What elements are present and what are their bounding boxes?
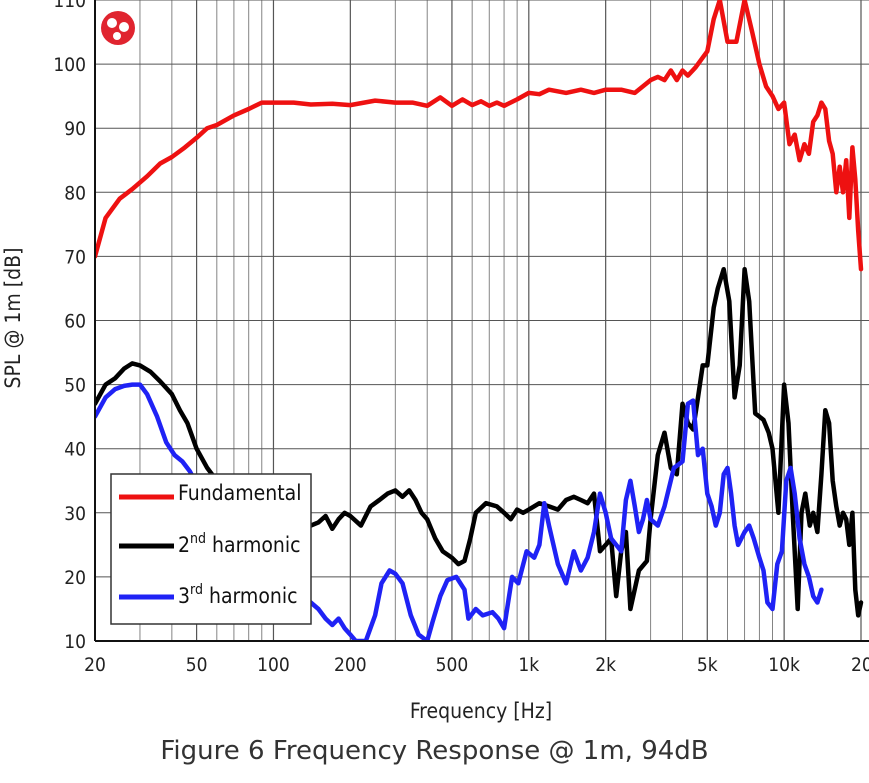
y-tick-label: 80 — [64, 182, 86, 204]
x-tick-label: 50 — [186, 654, 208, 676]
y-tick-label: 20 — [64, 567, 86, 589]
legend-2nd-num: 2 — [178, 533, 190, 557]
legend-label-3rd-harmonic: 3rd harmonic — [178, 582, 298, 608]
legend-2nd-rest: harmonic — [206, 533, 301, 557]
legend-2nd-sup: nd — [190, 531, 206, 547]
x-tick-label: 2k — [595, 654, 616, 676]
y-tick-label: 10 — [64, 631, 86, 653]
logo-icon — [101, 11, 135, 45]
x-tick-label: 10k — [768, 654, 800, 676]
x-tick-label: 1k — [518, 654, 539, 676]
y-tick-label: 90 — [64, 118, 86, 140]
x-tick-label: 500 — [436, 654, 469, 676]
y-tick-label: 60 — [64, 311, 86, 333]
axes — [94, 0, 869, 642]
y-tick-label: 30 — [64, 503, 86, 525]
x-axis-label: Frequency [Hz] — [410, 699, 552, 723]
legend: Fundamental 2nd harmonic 3rd harmonic — [110, 473, 312, 625]
y-tick-label: 110 — [53, 0, 86, 12]
legend-3rd-rest: harmonic — [203, 584, 298, 608]
legend-label-2nd-harmonic: 2nd harmonic — [178, 531, 301, 557]
x-tick-label: 20 — [84, 654, 106, 676]
y-tick-label: 50 — [64, 375, 86, 397]
x-tick-label: 100 — [257, 654, 290, 676]
y-tick-label: 100 — [53, 54, 86, 76]
y-tick-label: 40 — [64, 439, 86, 461]
legend-label-fundamental: Fundamental — [178, 481, 302, 505]
x-tick-label: 20k — [851, 654, 869, 676]
y-tick-label: 70 — [64, 246, 86, 268]
x-tick-label: 5k — [697, 654, 718, 676]
legend-3rd-num: 3 — [178, 584, 190, 608]
x-tick-label: 200 — [334, 654, 367, 676]
legend-3rd-sup: rd — [190, 582, 203, 598]
series-line-fundamental — [95, 0, 864, 272]
figure-caption: Figure 6 Frequency Response @ 1m, 94dB — [160, 736, 709, 766]
y-axis-label: SPL @ 1m [dB] — [1, 248, 25, 389]
tick-labels: 20501002005001k2k5k10k20k102030405060708… — [53, 0, 869, 676]
